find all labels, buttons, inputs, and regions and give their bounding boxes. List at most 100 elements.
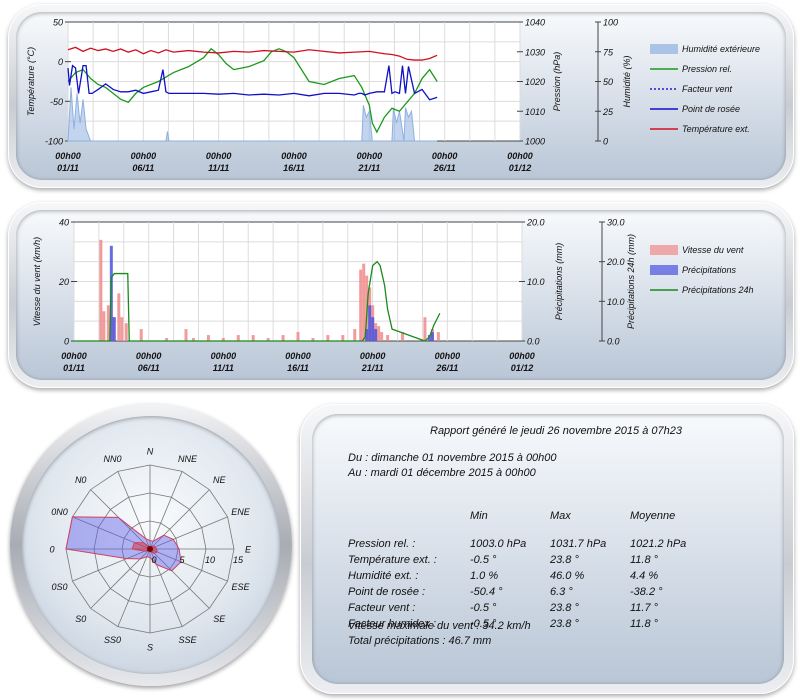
row-avg: 11.7 ° [630,602,659,614]
x-tick-label: 00h00 [509,351,535,361]
row-label: Humidité ext. : [348,570,419,582]
series-line [67,47,438,134]
rose-direction-label: N [147,447,154,457]
series-bar [371,317,375,341]
rose-radial-tick: 10 [205,555,215,565]
series-bar [311,338,315,341]
axis-tick-label: 1000 [525,137,545,147]
axis-tick-label: 20 [58,277,69,287]
rose-direction-label: N0 [75,475,87,485]
axis-label-right1: Précipitations (mm) [554,243,564,321]
x-tick-label: 00h00 [61,351,87,361]
axis-tick-label: -50 [50,97,63,107]
series-bar [353,329,357,341]
series-bar [423,317,427,341]
rose-direction-label: SSE [178,635,197,645]
row-max: 23.8 ° [550,554,579,566]
x-tick-label: 26/11 [435,363,458,373]
x-tick-label: 01/11 [57,163,79,173]
x-tick-label: 00h00 [285,351,311,361]
axis-tick-label: 10.0 [527,277,545,287]
axis-tick-label: 0 [64,337,69,347]
axis-tick-label: 1010 [525,107,545,117]
rose-direction-label: ESE [232,582,251,592]
series-bar [112,317,116,341]
series-bar [296,332,300,341]
row-max: 6.3 ° [550,586,573,598]
x-tick-label: 00h00 [360,351,386,361]
rose-spoke [149,471,183,550]
series-bar [374,329,378,341]
series-bar [365,329,369,341]
axis-tick-label: 20.0 [526,218,545,228]
axis-tick-label: 100 [603,18,618,28]
table-row: Pression rel. : 1003.0 hPa 1031.7 hPa 1021.… [348,536,710,552]
row-label: Facteur vent : [348,602,416,614]
report-to: Au : mardi 01 décembre 2015 à 00h00 [348,467,536,479]
rose-spoke [149,489,210,550]
axis-tick-label: 10.0 [607,297,625,307]
report-header-max: Max [550,510,571,522]
row-label: Pression rel. : [348,538,416,550]
axis-tick-label: 0.0 [607,337,620,347]
series-bar [427,335,431,341]
legend-label: Température ext. [682,124,750,134]
series-bar [251,335,255,341]
rose-ring [121,520,179,578]
legend-swatch [650,44,678,54]
row-max: 1031.7 hPa [550,538,607,550]
rose-direction-label: 0N0 [51,507,68,517]
report-header-row: Min Max Moyenne [348,506,710,526]
row-avg: 11.8 ° [630,554,659,566]
report-title: Rapport généré le jeudi 26 novembre 2015… [430,425,682,437]
x-tick-label: 06/11 [138,363,160,373]
series-bar [362,263,366,341]
rose-ring [93,492,207,606]
series-bar [165,338,169,341]
axis-tick-label: 0 [603,137,608,147]
row-min: -50.4 ° [470,586,503,598]
rose-spoke [149,516,228,550]
table-row: Point de rosée : -50.4 ° 6.3 ° -38.2 ° [348,584,710,600]
rose-spoke [117,471,151,550]
series-bar [266,338,270,341]
rose-polygon [65,516,182,572]
axis-tick-label: 25 [602,107,614,117]
rose-radial-tick: 0 [151,555,156,565]
axis-label-right2: Précipitations 24h (mm) [626,234,636,329]
x-tick-label: 00h00 [435,351,461,361]
row-avg: 11.8 ° [630,618,659,630]
legend-label: Précipitations [682,265,737,275]
rose-direction-label: NN0 [103,454,121,464]
axis-tick-label: 30.0 [607,218,625,228]
series-bar [221,338,225,341]
rose-direction-label: 0S0 [51,582,67,592]
series-area [67,87,438,142]
row-avg: 1021.2 hPa [630,538,687,550]
axis-label-left: Température (°C) [26,47,36,116]
x-tick-label: 11/11 [208,163,229,173]
rose-direction-label: SE [213,614,226,624]
rose-radial-tick: 5 [179,555,185,565]
legend-label: Facteur vent [682,84,733,94]
axis-tick-label: 50 [53,18,63,28]
report-header-min: Min [470,510,488,522]
legend-label: Vitesse du vent [682,245,744,255]
rose-spoke [149,548,210,609]
row-max: 46.0 % [550,570,585,582]
rose-direction-label: NE [213,475,226,485]
legend-swatch [650,245,678,255]
series-bar [377,326,381,341]
legend-label: Humidité extérieure [682,44,760,54]
series-bar [106,305,110,341]
legend-label: Point de rosée [682,104,740,114]
rose-direction-label: ENE [231,507,251,517]
x-tick-label: 21/11 [361,363,384,373]
x-tick-label: 26/11 [433,163,456,173]
series-line [67,64,438,101]
x-tick-label: 00h00 [131,151,157,161]
x-tick-label: 01/12 [511,363,534,373]
rose-direction-label: NNE [178,454,198,464]
series-line [67,46,438,61]
